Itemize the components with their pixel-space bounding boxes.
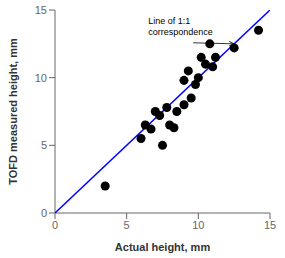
svg-text:5: 5 <box>41 139 47 151</box>
svg-text:5: 5 <box>124 219 130 231</box>
svg-text:10: 10 <box>192 219 204 231</box>
svg-text:Line of 1:1correspondence: Line of 1:1correspondence <box>148 16 213 37</box>
svg-text:TOFD measured height, mm: TOFD measured height, mm <box>8 38 19 185</box>
svg-text:0: 0 <box>41 207 47 219</box>
svg-text:10: 10 <box>35 72 47 84</box>
svg-text:Actual height, mm: Actual height, mm <box>115 241 211 253</box>
svg-text:15: 15 <box>264 219 276 231</box>
svg-text:15: 15 <box>35 4 47 16</box>
svg-text:0: 0 <box>52 219 58 231</box>
